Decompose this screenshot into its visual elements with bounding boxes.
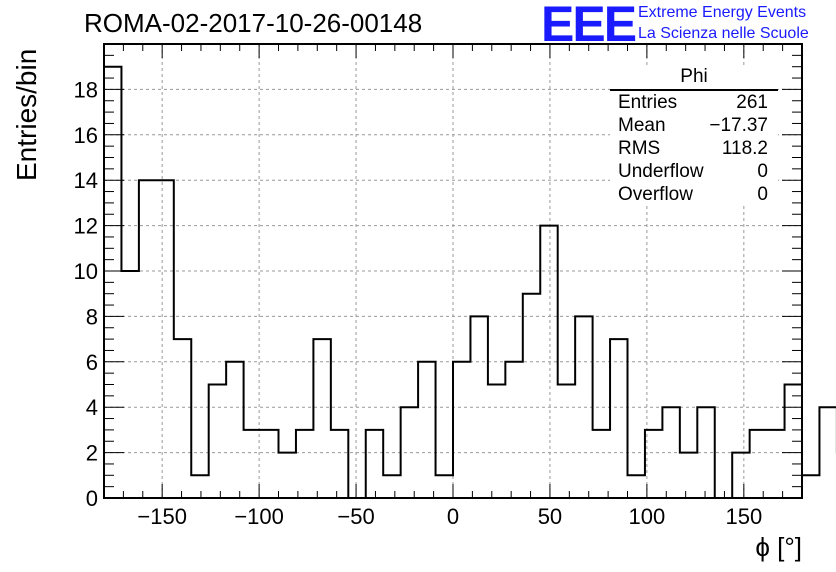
y-tick-label: 8 (86, 304, 98, 329)
eee-logo: EEE (541, 0, 637, 52)
stats-label: RMS (618, 138, 661, 159)
x-tick-label: 100 (629, 504, 666, 529)
stats-title: Phi (610, 66, 778, 91)
stats-label: Mean (618, 115, 666, 136)
stats-label: Underflow (618, 161, 704, 182)
y-tick-label: 10 (74, 259, 98, 284)
histogram-line (103, 65, 836, 499)
stats-row-entries: Entries 261 (610, 91, 778, 114)
y-tick-label: 2 (86, 441, 98, 466)
y-tick-label: 18 (74, 77, 98, 102)
y-tick-label: 16 (74, 123, 98, 148)
x-tick-label: −150 (137, 504, 187, 529)
y-tick-label: 12 (74, 214, 98, 239)
y-tick-labels: 0 2 4 6 8 10 12 14 16 18 (74, 77, 98, 511)
stats-label: Overflow (618, 184, 693, 205)
x-tick-label: −100 (234, 504, 284, 529)
y-tick-label: 4 (86, 395, 98, 420)
y-tick-label: 6 (86, 350, 98, 375)
stats-value: 0 (757, 184, 768, 205)
x-tick-label: 0 (447, 504, 459, 529)
stats-value: 0 (757, 161, 768, 182)
x-tick-labels: −150 −100 −50 0 50 100 150 (137, 504, 762, 529)
logo-line-1: Extreme Energy Events (638, 4, 807, 21)
y-tick-label: 0 (86, 486, 98, 511)
stats-row-overflow: Overflow 0 (610, 183, 778, 206)
stats-label: Entries (618, 92, 678, 113)
stats-value: 118.2 (721, 138, 768, 159)
axis-ticks (103, 44, 803, 499)
y-axis-label: Entries/bin (11, 48, 42, 181)
x-axis-label: ϕ [°] (755, 532, 802, 562)
x-tick-label: 150 (725, 504, 762, 529)
x-tick-label: −50 (337, 504, 374, 529)
x-tick-label: 50 (538, 504, 562, 529)
stats-row-mean: Mean −17.37 (610, 114, 778, 137)
stats-box: Phi Entries 261 Mean −17.37 RMS 118.2 Un… (610, 66, 778, 206)
stats-row-rms: RMS 118.2 (610, 137, 778, 160)
stats-value: −17.37 (709, 115, 768, 136)
stats-value: 261 (736, 92, 768, 113)
logo-line-2: La Scienza nelle Scuole (638, 25, 809, 42)
chart-title: ROMA-02-2017-10-26-00148 (84, 8, 423, 38)
stats-row-underflow: Underflow 0 (610, 160, 778, 183)
y-tick-label: 14 (74, 168, 98, 193)
